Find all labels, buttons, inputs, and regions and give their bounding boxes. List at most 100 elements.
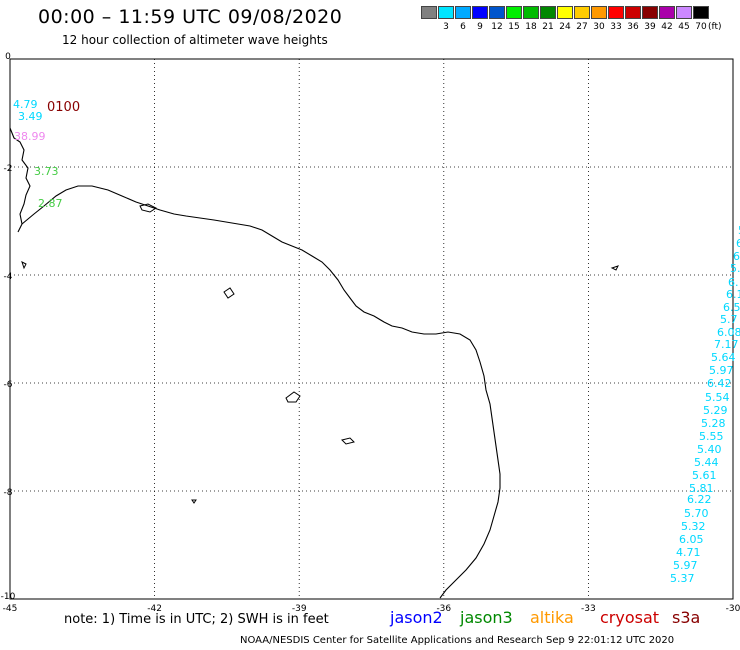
wave-height-label: 7.17 (714, 338, 739, 351)
island-7 (21, 261, 27, 270)
legend-swatch (455, 6, 471, 19)
y-tick-label: -8 (4, 488, 13, 498)
legend-label: 24 (559, 22, 571, 32)
legend-swatch (540, 6, 556, 19)
wave-height-label: 6.05 (679, 533, 704, 546)
y-tick-label: -10 (1, 592, 16, 602)
legend-label: 42 (661, 22, 673, 32)
island-6 (191, 499, 197, 504)
legend-swatch (642, 6, 658, 19)
wave-height-label: 4.71 (676, 546, 701, 559)
legend-swatch (438, 6, 454, 19)
island-1 (139, 203, 157, 213)
page-title: 00:00 – 11:59 UTC 09/08/2020 (38, 6, 343, 28)
wave-height-label: 6.5 (723, 301, 740, 314)
legend-swatch (625, 6, 641, 19)
satellite-label-jason3: jason3 (460, 608, 513, 627)
satellite-label-altika: altika (530, 608, 574, 627)
legend-swatch (591, 6, 607, 19)
wave-height-label: 5.64 (711, 351, 736, 364)
grid-lines (10, 59, 733, 599)
map-frame (9, 58, 734, 600)
legend-swatch (421, 6, 437, 19)
wave-height-label: 5.61 (692, 469, 717, 482)
wave-height-label: 5.29 (703, 404, 728, 417)
legend-label: 18 (525, 22, 537, 32)
island-3 (285, 391, 301, 403)
legend-swatch (523, 6, 539, 19)
wave-height-label: 5.32 (681, 520, 706, 533)
legend-label: 12 (491, 22, 503, 32)
legend-swatch (574, 6, 590, 19)
x-tick-label: -42 (147, 604, 162, 614)
wave-height-label: 2.87 (38, 197, 63, 210)
footer-credit: NOAA/NESDIS Center for Satellite Applica… (240, 635, 675, 646)
x-tick-label: -30 (726, 604, 740, 614)
island-5 (610, 265, 619, 271)
wave-height-label: 5.40 (697, 443, 722, 456)
legend-label: 39 (644, 22, 656, 32)
legend-swatch (676, 6, 692, 19)
legend-swatch (659, 6, 675, 19)
axis-ticks: -45 -42 -39 -36 -33 -30 0 -2 -4 -6 -8 -10 (1, 52, 740, 614)
legend-swatch (472, 6, 488, 19)
legend-label: 6 (460, 22, 466, 32)
island-4 (341, 437, 355, 445)
time-label: 0100 (47, 100, 80, 115)
wave-height-label: 5.97 (709, 364, 734, 377)
legend-swatch (693, 6, 709, 19)
wave-height-label: 5.70 (684, 507, 709, 520)
legend-label: 45 (678, 22, 690, 32)
x-tick-label: -33 (581, 604, 596, 614)
wave-height-label: 6 (733, 250, 740, 263)
wave-height-label: 5. (730, 262, 740, 275)
legend-label: 27 (576, 22, 588, 32)
wave-height-label: 5.54 (705, 391, 730, 404)
wave-height-label: 6.08 (717, 326, 740, 339)
y-tick-label: -2 (4, 164, 13, 174)
wave-height-label: 38.99 (14, 130, 46, 143)
wave-height-values: 4.793.4938.993.732.875665.6.6.16.55.76.0… (13, 98, 740, 585)
wave-height-label: 6.1 (726, 288, 740, 301)
wave-height-label: 5.37 (670, 572, 695, 585)
satellite-label-jason2: jason2 (390, 608, 443, 627)
legend-label: 36 (627, 22, 639, 32)
y-tick-label: -6 (4, 380, 13, 390)
wave-height-label: 3.73 (34, 165, 59, 178)
legend-swatch (489, 6, 505, 19)
x-tick-label: -45 (3, 604, 18, 614)
wave-height-label: 3.49 (18, 110, 43, 123)
wave-height-label: 6.42 (707, 377, 732, 390)
coastline (9, 127, 501, 599)
wave-height-label: 6 (736, 237, 740, 250)
note-text: note: 1) Time is in UTC; 2) SWH is in fe… (64, 612, 329, 627)
x-tick-label: -39 (292, 604, 307, 614)
legend-label: 21 (542, 22, 554, 32)
wave-height-label: 5.28 (701, 417, 726, 430)
legend-unit: (ft) (708, 22, 722, 32)
legend-swatch (608, 6, 624, 19)
wave-height-label: 5.7 (720, 313, 738, 326)
wave-height-label: 5.97 (673, 559, 698, 572)
wave-height-label: 5.44 (694, 456, 719, 469)
legend-label: 30 (593, 22, 605, 32)
wave-height-label: 6. (728, 276, 739, 289)
wave-height-label: 5.55 (699, 430, 724, 443)
legend-swatch (506, 6, 522, 19)
wave-height-label: 5.81 (689, 482, 714, 495)
legend-swatch (557, 6, 573, 19)
island-2 (223, 287, 235, 299)
wave-height-label: 5 (738, 224, 740, 237)
legend-label: 9 (477, 22, 483, 32)
legend-label: 33 (610, 22, 622, 32)
legend-label: 3 (443, 22, 449, 32)
legend-label: 15 (508, 22, 520, 32)
x-tick-label: -36 (436, 604, 451, 614)
legend-label: 70 (695, 22, 707, 32)
page-subtitle: 12 hour collection of altimeter wave hei… (62, 33, 328, 47)
wave-height-label: 6.22 (687, 493, 712, 506)
satellite-label-s3a: s3a (672, 608, 701, 627)
satellite-label-cryosat: cryosat (600, 608, 660, 627)
y-tick-label: 0 (5, 52, 11, 62)
